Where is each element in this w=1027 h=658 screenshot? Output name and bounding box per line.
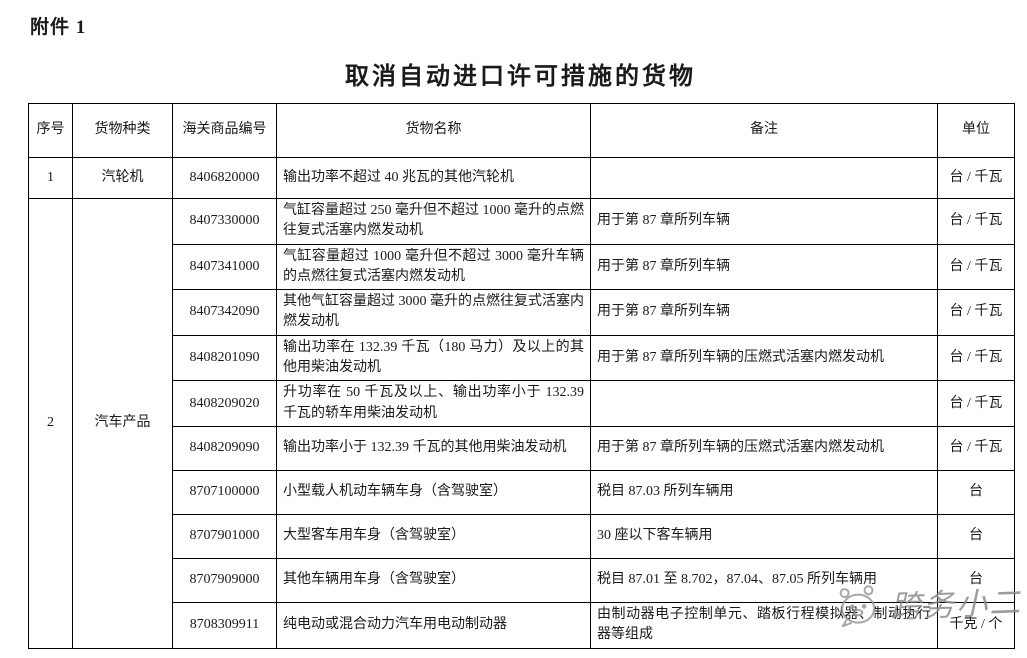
- cell-goods-name: 输出功率不超过 40 兆瓦的其他汽轮机: [276, 157, 591, 199]
- table-header-row: 序号 货物种类 海关商品编号 货物名称 备注 单位: [28, 103, 1015, 158]
- cell-remark: 税目 87.03 所列车辆用: [590, 469, 938, 515]
- cell-remark: 税目 87.01 至 8.702，87.04、87.05 所列车辆用: [590, 557, 938, 603]
- cell-unit: 台 / 千瓦: [937, 334, 1015, 382]
- cell-goods-name: 小型载人机动车辆车身（含驾驶室）: [276, 469, 591, 515]
- table-row: 8408201090 输出功率在 132.39 千瓦（180 马力）及以上的其他用…: [29, 334, 1015, 382]
- cell-goods-name: 纯电动或混合动力汽车用电动制动器: [276, 601, 591, 649]
- goods-table: 序号 货物种类 海关商品编号 货物名称 备注 单位 1 汽轮机 8406820000 输出功率不…: [28, 103, 1015, 649]
- cell-hs-code: 8406820000: [172, 157, 277, 199]
- column-header-0: 序号: [28, 103, 73, 158]
- cell-goods-name: 其他车辆用车身（含驾驶室）: [276, 557, 591, 603]
- cell-remark: 用于第 87 章所列车辆: [590, 289, 938, 336]
- table-row: 8707901000 大型客车用车身（含驾驶室） 30 座以下客车辆用台: [29, 513, 1015, 559]
- cell-goods-name: 大型客车用车身（含驾驶室）: [276, 513, 591, 559]
- goods-table-container: 序号 货物种类 海关商品编号 货物名称 备注 单位 1 汽轮机 8406820000 输出功率不…: [28, 103, 1015, 649]
- cell-hs-code: 8408209020: [172, 380, 277, 427]
- cell-remark: 用于第 87 章所列车辆的压燃式活塞内燃发动机: [590, 334, 938, 382]
- cell-goods-name: 输出功率在 132.39 千瓦（180 马力）及以上的其他用柴油发动机: [276, 334, 591, 382]
- table-row: 8407342090 其他气缸容量超过 3000 毫升的点燃往复式活塞内燃发动机用…: [29, 289, 1015, 336]
- cell-hs-code: 8707901000: [172, 513, 277, 559]
- cell-hs-code: 8707100000: [172, 469, 277, 515]
- cell-category: 汽轮机: [72, 157, 173, 199]
- cell-hs-code: 8708309911: [172, 601, 277, 649]
- table-row: 2 汽车产品 8407330000 气缸容量超过 250 毫升但不超过 1000 毫升…: [28, 198, 1015, 649]
- cell-remark: 用于第 87 章所列车辆: [590, 198, 938, 245]
- cell-remark: [590, 157, 938, 199]
- cell-goods-name: 输出功率小于 132.39 千瓦的其他用柴油发动机: [276, 425, 591, 471]
- cell-remark: [590, 380, 938, 427]
- cell-hs-code: 8407341000: [172, 243, 277, 291]
- cell-unit: 台 / 千瓦: [937, 198, 1015, 245]
- cell-hs-code: 8707909000: [172, 557, 277, 603]
- cell-hs-code: 8407342090: [172, 289, 277, 336]
- cell-remark: 用于第 87 章所列车辆的压燃式活塞内燃发动机: [590, 425, 938, 471]
- cell-unit: 台 / 千瓦: [937, 425, 1015, 471]
- column-header-3: 货物名称: [276, 103, 591, 158]
- table-row: 8408209090 输出功率小于 132.39 千瓦的其他用柴油发动机 用于第 8…: [29, 425, 1015, 471]
- cell-goods-name: 气缸容量超过 1000 毫升但不超过 3000 毫升车辆的点燃往复式活塞内燃发动…: [276, 243, 591, 291]
- cell-hs-code: 8408201090: [172, 334, 277, 382]
- cell-unit: 台 / 千瓦: [937, 289, 1015, 336]
- table-body: 1 汽轮机 8406820000 输出功率不超过 40 兆瓦的其他汽轮机台 / 千瓦 2…: [28, 157, 1015, 649]
- cell-seq: 1: [28, 157, 73, 199]
- table-row: 8708309911 纯电动或混合动力汽车用电动制动器 由制动器电子控制单元、踏板行…: [29, 601, 1015, 649]
- cell-remark: 30 座以下客车辆用: [590, 513, 938, 559]
- cell-remark: 由制动器电子控制单元、踏板行程模拟器、制动执行器等组成: [590, 601, 938, 649]
- cell-goods-name: 升功率在 50 千瓦及以上、输出功率小于 132.39 千瓦的轿车用柴油发动机: [276, 380, 591, 427]
- table-row: 8408209020 升功率在 50 千瓦及以上、输出功率小于 132.39 千瓦…: [29, 380, 1015, 427]
- column-header-1: 货物种类: [72, 103, 173, 158]
- cell-unit: 台: [937, 513, 1015, 559]
- cell-hs-code: 8407330000: [172, 198, 277, 245]
- cell-goods-name: 其他气缸容量超过 3000 毫升的点燃往复式活塞内燃发动机: [276, 289, 591, 336]
- cell-unit: 台 / 千瓦: [937, 380, 1015, 427]
- cell-unit: 台: [937, 469, 1015, 515]
- cell-unit: 台 / 千瓦: [937, 157, 1015, 199]
- table-row: 8707909000 其他车辆用车身（含驾驶室） 税目 87.01 至 8.702，…: [29, 557, 1015, 603]
- cell-unit: 台: [937, 557, 1015, 603]
- cell-unit: 台 / 千瓦: [937, 243, 1015, 291]
- cell-hs-code: 8408209090: [172, 425, 277, 471]
- cell-goods-name: 气缸容量超过 250 毫升但不超过 1000 毫升的点燃往复式活塞内燃发动机: [276, 198, 591, 245]
- page-title: 取消自动进口许可措施的货物: [345, 64, 696, 90]
- table-row: 1 汽轮机 8406820000 输出功率不超过 40 兆瓦的其他汽轮机 台 / 千瓦: [28, 157, 1015, 199]
- attachment-label: 附件 1: [30, 17, 87, 38]
- cell-unit: 千克 / 个: [937, 601, 1015, 649]
- table-row: 8407341000 气缸容量超过 1000 毫升但不超过 3000 毫升车辆的点…: [29, 243, 1015, 291]
- column-header-5: 单位: [937, 103, 1015, 158]
- table-row: 8707100000 小型载人机动车辆车身（含驾驶室） 税目 87.03 所列车辆用…: [29, 469, 1015, 515]
- cell-remark: 用于第 87 章所列车辆: [590, 243, 938, 291]
- column-header-4: 备注: [590, 103, 938, 158]
- cell-seq: 2: [28, 198, 73, 649]
- column-header-2: 海关商品编号: [172, 103, 277, 158]
- cell-category: 汽车产品: [72, 198, 173, 649]
